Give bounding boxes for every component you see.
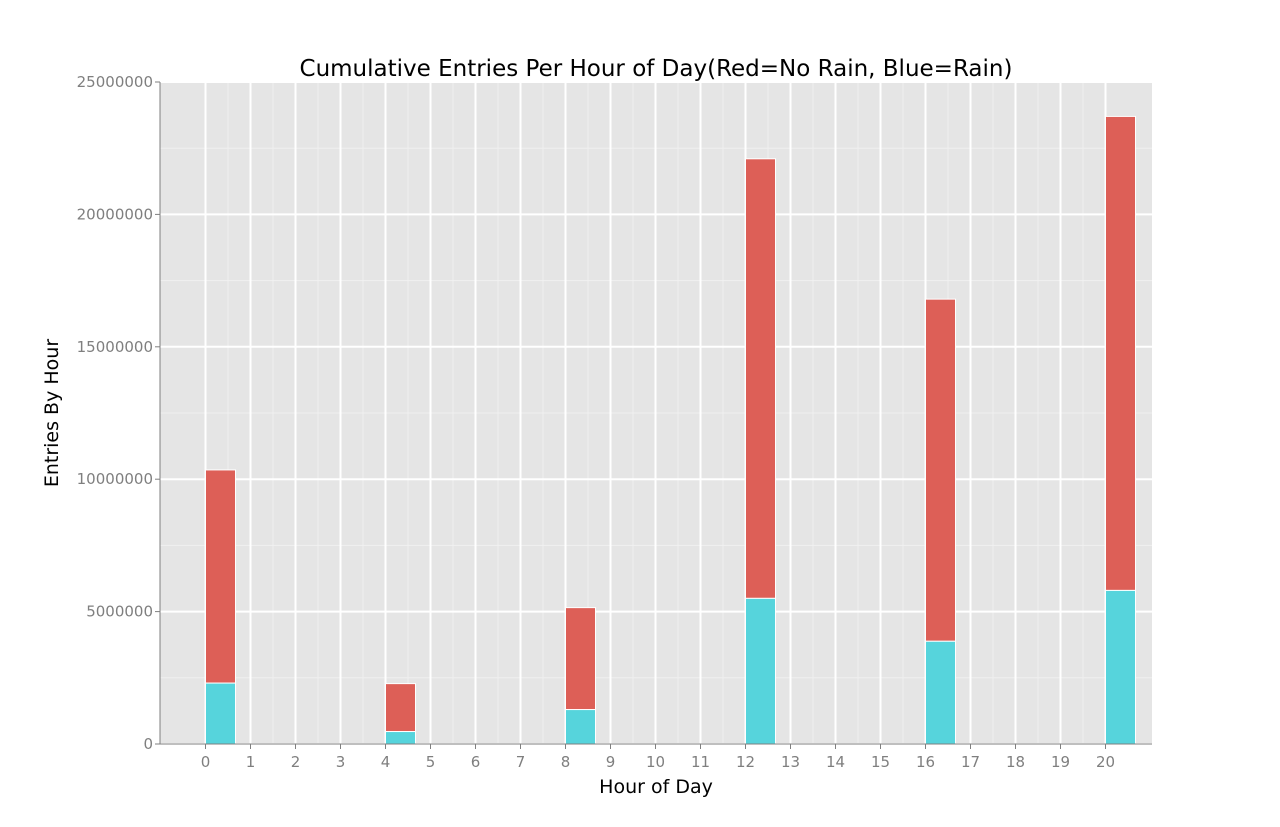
y-tick-label: 0 <box>143 735 153 753</box>
x-tick-label: 7 <box>516 753 526 771</box>
x-tick-label: 4 <box>381 753 391 771</box>
chart-title: Cumulative Entries Per Hour of Day(Red=N… <box>300 56 1013 82</box>
bar-rain-hour-16 <box>925 640 956 745</box>
bar-no-rain-hour-16 <box>925 298 956 642</box>
x-tick-label: 17 <box>961 753 980 771</box>
x-tick-label: 16 <box>916 753 935 771</box>
x-tick-label: 20 <box>1096 753 1115 771</box>
bar-no-rain-hour-0 <box>205 469 236 684</box>
bars <box>205 115 1136 745</box>
x-axis-ticks: 0 1 2 3 4 5 6 7 8 9 10 11 12 13 14 15 16 17 18 19 20 <box>201 744 1115 771</box>
x-tick-label: 14 <box>826 753 845 771</box>
x-axis-title: Hour of Day <box>599 776 713 798</box>
x-tick-label: 8 <box>561 753 571 771</box>
y-tick-label: 15000000 <box>77 338 153 356</box>
x-tick-label: 11 <box>691 753 710 771</box>
x-tick-label: 2 <box>291 753 301 771</box>
x-tick-label: 10 <box>646 753 665 771</box>
bar-rain-hour-12 <box>745 597 776 745</box>
x-tick-label: 18 <box>1006 753 1025 771</box>
bar-no-rain-hour-20 <box>1105 115 1136 591</box>
y-tick-label: 25000000 <box>77 73 153 91</box>
bar-rain-hour-20 <box>1105 589 1136 745</box>
y-tick-label: 10000000 <box>77 470 153 488</box>
y-axis-title: Entries By Hour <box>41 339 63 487</box>
bar-no-rain-hour-8 <box>565 607 596 711</box>
bar-no-rain-hour-4 <box>385 683 416 733</box>
x-tick-label: 19 <box>1051 753 1070 771</box>
x-tick-label: 1 <box>246 753 256 771</box>
bar-no-rain-hour-12 <box>745 158 776 599</box>
y-axis-ticks: 0 5000000 10000000 15000000 20000000 25000000 <box>77 73 160 753</box>
x-tick-label: 6 <box>471 753 481 771</box>
y-tick-label: 20000000 <box>77 205 153 223</box>
x-tick-label: 9 <box>606 753 616 771</box>
x-tick-label: 12 <box>736 753 755 771</box>
y-tick-label: 5000000 <box>86 603 153 621</box>
x-tick-label: 0 <box>201 753 211 771</box>
x-tick-label: 15 <box>871 753 890 771</box>
bar-rain-hour-0 <box>205 682 236 745</box>
x-tick-label: 3 <box>336 753 346 771</box>
x-tick-label: 13 <box>781 753 800 771</box>
bar-rain-hour-8 <box>565 709 596 745</box>
x-tick-label: 5 <box>426 753 436 771</box>
bar-rain-hour-4 <box>385 731 416 745</box>
